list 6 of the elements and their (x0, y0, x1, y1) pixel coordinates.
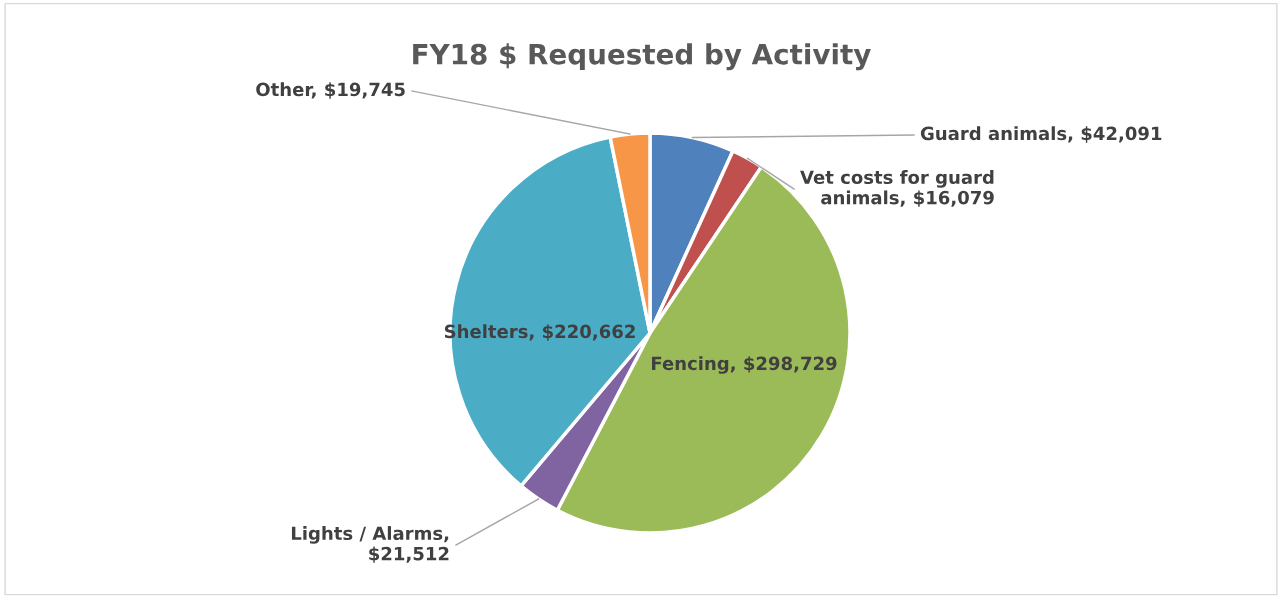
slice-label: Lights / Alarms, $21,512 (291, 526, 449, 563)
slice-label: Guard animals, $42,091 (920, 126, 1162, 143)
slice-label: Other, $19,745 (256, 82, 405, 99)
chart-title: FY18 $ Requested by Activity (413, 43, 871, 71)
slice-label: Vet costs for guard animals, $16,079 (800, 170, 994, 207)
slice-label: Fencing, $298,729 (652, 356, 837, 374)
